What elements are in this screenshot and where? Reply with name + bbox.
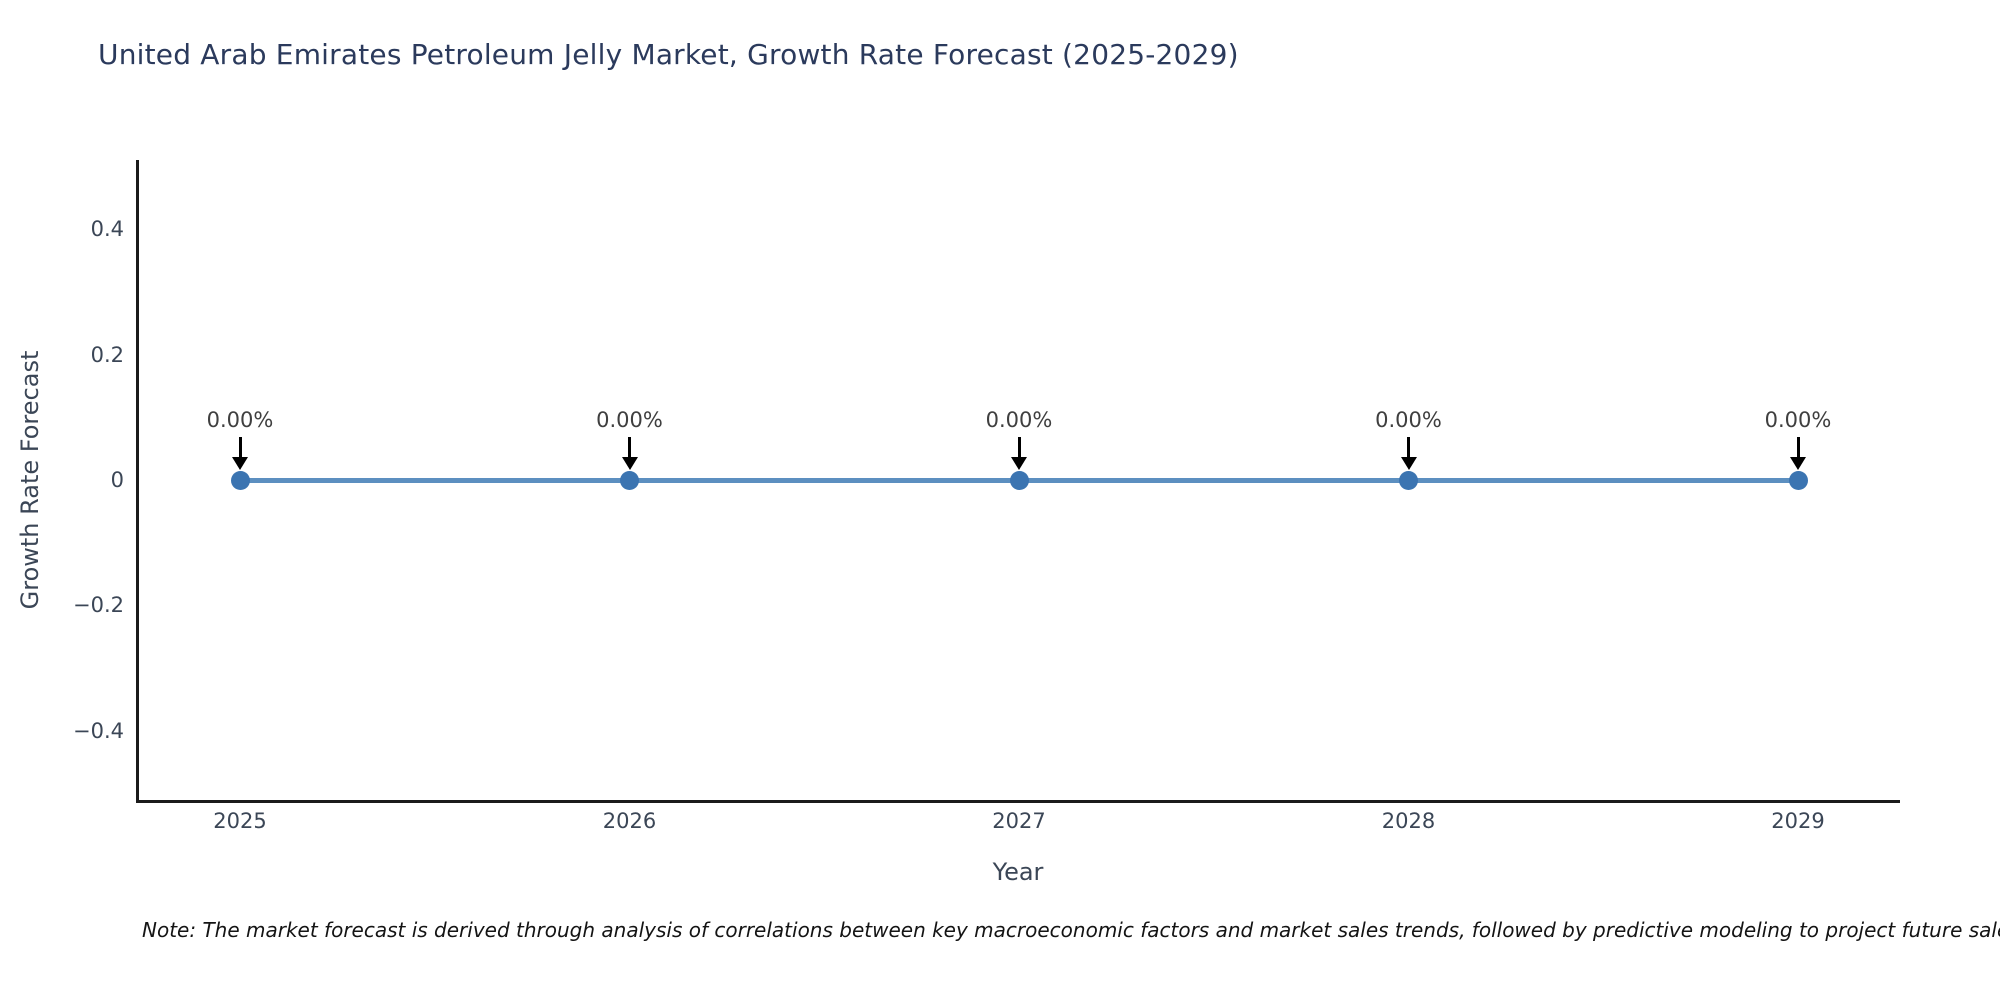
y-tick-label: −0.2 — [73, 593, 124, 618]
data-point-marker — [1399, 470, 1418, 490]
x-tick-label: 2029 — [1771, 809, 1825, 833]
x-tick-label: 2028 — [1381, 809, 1436, 833]
data-point-label: 0.00% — [596, 408, 663, 432]
annotation-arrowhead-icon — [1790, 457, 1806, 470]
data-point-label: 0.00% — [1375, 408, 1442, 432]
y-tick-label: 0.4 — [90, 217, 124, 242]
data-point-label: 0.00% — [985, 408, 1053, 432]
data-point-marker — [620, 470, 639, 490]
annotation-arrowhead-icon — [232, 457, 248, 470]
annotation-arrowhead-icon — [621, 457, 638, 470]
x-axis-line — [136, 800, 1900, 803]
data-point-marker — [230, 470, 250, 490]
y-tick-label: 0.2 — [90, 342, 124, 367]
data-point-label: 0.00% — [206, 408, 274, 432]
annotation-arrow-shaft — [1017, 437, 1021, 458]
annotation-arrow-shaft — [628, 437, 631, 458]
footnote: Note: The market forecast is derived thr… — [142, 918, 2000, 942]
y-tick-label: 0 — [110, 468, 124, 492]
y-tick-label: −0.4 — [73, 718, 124, 743]
annotation-arrow-shaft — [1796, 437, 1800, 458]
data-point-marker — [1009, 470, 1029, 490]
x-tick-label: 2025 — [213, 809, 267, 833]
annotation-arrowhead-icon — [1400, 457, 1417, 470]
chart-title: United Arab Emirates Petroleum Jelly Mar… — [98, 38, 1239, 71]
annotation-arrow-shaft — [1407, 437, 1410, 458]
y-axis-line — [136, 160, 139, 803]
data-point-marker — [1788, 470, 1808, 490]
x-axis-title: Year — [992, 858, 1044, 886]
x-tick-label: 2026 — [602, 809, 657, 833]
x-tick-label: 2027 — [992, 809, 1046, 833]
data-point-label: 0.00% — [1764, 408, 1832, 432]
annotation-arrowhead-icon — [1011, 457, 1027, 470]
annotation-arrow-shaft — [238, 437, 242, 458]
